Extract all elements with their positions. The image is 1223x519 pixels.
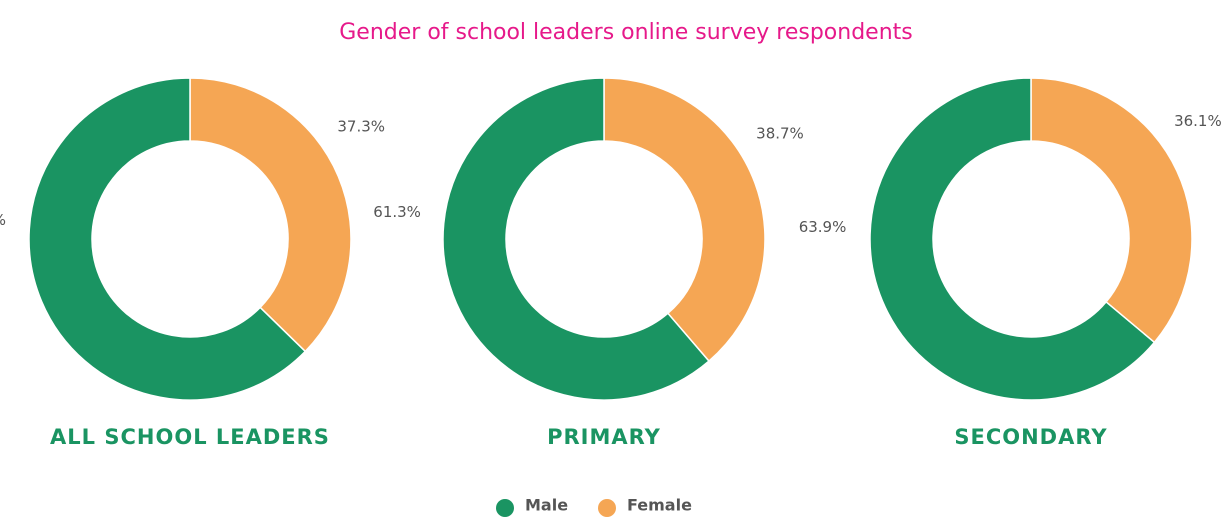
data-label: 36.1% [1174,112,1222,130]
legend-label: Female [627,496,692,515]
legend-swatch [496,499,514,517]
data-label: 61.3% [373,203,421,221]
data-label: 38.7% [756,124,804,142]
data-label: 37.3% [337,118,385,136]
legend-label: Male [525,496,568,515]
hole [92,141,288,337]
data-label: 63.9% [799,218,847,236]
hole [506,141,702,337]
chart-title: Gender of school leaders online survey r… [339,20,913,45]
data-label: 62.7% [0,211,6,229]
hole [933,141,1129,337]
chart-subtitle: PRIMARY [547,425,661,449]
chart-subtitle: ALL SCHOOL LEADERS [50,425,330,449]
chart-subtitle: SECONDARY [954,425,1107,449]
legend-swatch [598,499,616,517]
